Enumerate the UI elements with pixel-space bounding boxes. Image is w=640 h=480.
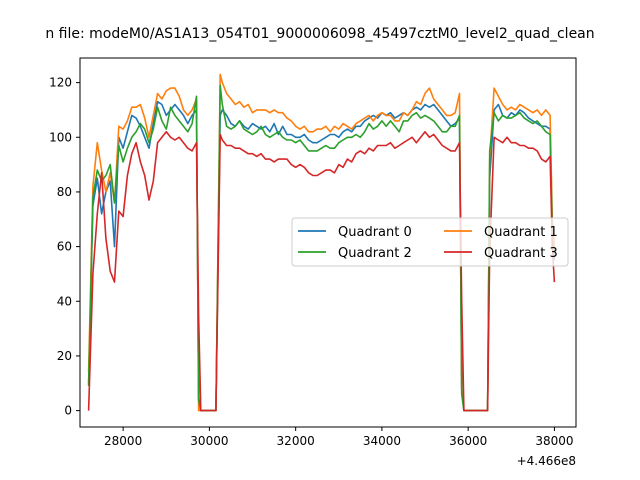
y-axis: 0 20 40 60 80 100 120 (49, 76, 80, 418)
y-tick-label: 20 (57, 349, 72, 363)
legend-box (291, 217, 569, 267)
legend: Quadrant 0 Quadrant 1 Quadrant 2 Quadrant 3 (291, 217, 569, 267)
y-tick-label: 80 (57, 185, 72, 199)
x-axis: 28000 30000 32000 34000 36000 38000 (104, 427, 574, 448)
plot-frame (79, 57, 577, 428)
x-tick-label: 36000 (449, 434, 487, 448)
legend-label-quadrant-3: Quadrant 3 (484, 246, 558, 261)
chart-title: n file: modeM0/AS1A13_054T01_9000006098_… (45, 26, 594, 42)
legend-label-quadrant-1: Quadrant 1 (484, 225, 558, 240)
x-tick-label: 32000 (277, 434, 315, 448)
x-axis-offset-label: +4.466e8 (517, 454, 576, 468)
y-tick-label: 120 (49, 76, 72, 90)
legend-label-quadrant-2: Quadrant 2 (338, 246, 412, 261)
series-line-quadrant-3 (87, 131, 556, 412)
legend-label-quadrant-0: Quadrant 0 (338, 225, 412, 240)
x-tick-label: 30000 (190, 434, 228, 448)
y-tick-label: 60 (57, 240, 72, 254)
y-tick-label: 40 (57, 294, 72, 308)
series-layer (87, 73, 556, 412)
x-tick-label: 28000 (104, 434, 142, 448)
x-tick-label: 34000 (363, 434, 401, 448)
y-tick-label: 0 (64, 404, 72, 418)
x-tick-label: 38000 (535, 434, 573, 448)
y-tick-label: 100 (49, 130, 72, 144)
